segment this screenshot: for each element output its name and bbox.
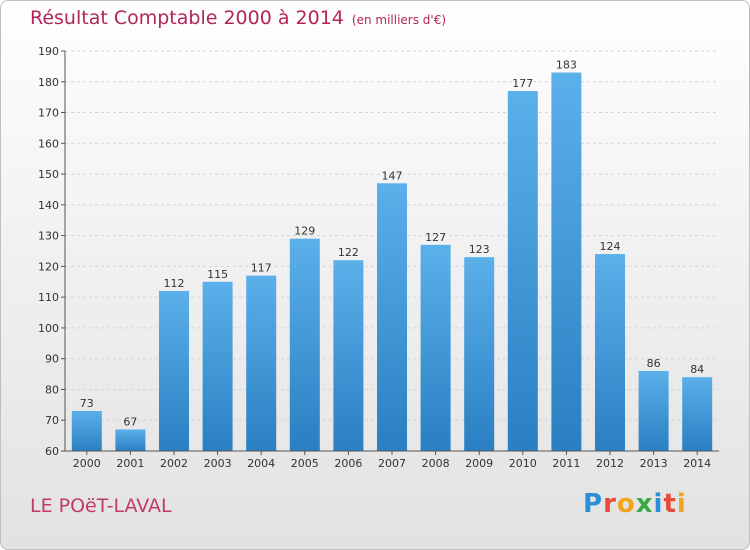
x-tick-label: 2008 xyxy=(422,457,450,470)
data-label: 115 xyxy=(207,268,228,281)
y-tick-label: 190 xyxy=(38,45,59,58)
y-tick-label: 150 xyxy=(38,168,59,181)
logo-letter: i xyxy=(653,489,664,519)
x-tick-label: 2013 xyxy=(640,457,668,470)
y-tick-label: 80 xyxy=(45,383,59,396)
bar xyxy=(638,371,669,451)
bar xyxy=(464,257,495,451)
bar xyxy=(420,244,451,451)
bar xyxy=(202,281,233,451)
y-tick-label: 130 xyxy=(38,230,59,243)
x-tick-label: 2006 xyxy=(334,457,362,470)
data-label: 183 xyxy=(556,59,577,72)
y-tick-label: 60 xyxy=(45,445,59,458)
bar xyxy=(289,238,320,451)
x-tick-label: 2005 xyxy=(291,457,319,470)
logo-letter: x xyxy=(635,489,654,519)
x-tick-label: 2012 xyxy=(596,457,624,470)
bar xyxy=(595,254,625,451)
proxiti-logo: Proxiti xyxy=(583,489,687,519)
x-tick-label: 2014 xyxy=(683,457,711,470)
x-tick-label: 2003 xyxy=(204,457,232,470)
bar xyxy=(682,377,713,451)
bar xyxy=(115,429,146,451)
data-label: 147 xyxy=(382,169,403,182)
bar xyxy=(159,291,189,451)
chart-unit: (en milliers d'€) xyxy=(351,13,447,27)
data-label: 177 xyxy=(512,77,533,90)
y-tick-label: 90 xyxy=(45,353,59,366)
x-tick-label: 2007 xyxy=(378,457,406,470)
logo-letter: t xyxy=(663,489,677,519)
y-tick-label: 110 xyxy=(38,291,59,304)
bar xyxy=(551,72,582,452)
x-tick-label: 2002 xyxy=(160,457,188,470)
y-tick-label: 170 xyxy=(38,107,59,120)
x-tick-label: 2001 xyxy=(116,457,144,470)
bar xyxy=(246,275,277,451)
data-label: 86 xyxy=(647,357,661,370)
data-label: 124 xyxy=(600,240,621,253)
y-tick-label: 160 xyxy=(38,137,59,150)
x-tick-label: 2004 xyxy=(247,457,275,470)
x-tick-label: 2010 xyxy=(509,457,537,470)
y-tick-label: 180 xyxy=(38,76,59,89)
x-tick-label: 2011 xyxy=(552,457,580,470)
y-tick-label: 70 xyxy=(45,414,59,427)
logo-letter: i xyxy=(676,489,687,519)
y-tick-label: 120 xyxy=(38,260,59,273)
chart-title-text: Résultat Comptable 2000 à 2014 xyxy=(30,7,344,29)
logo-letter: P xyxy=(583,489,604,519)
x-tick-label: 2000 xyxy=(73,457,101,470)
data-label: 123 xyxy=(469,243,490,256)
data-label: 127 xyxy=(425,231,446,244)
chart-title: Résultat Comptable 2000 à 2014 (en millie… xyxy=(30,7,446,29)
x-tick-label: 2009 xyxy=(465,457,493,470)
location-name: LE POëT-LAVAL xyxy=(30,495,172,517)
data-label: 67 xyxy=(123,415,137,428)
logo-letter: r xyxy=(603,489,617,519)
data-label: 117 xyxy=(251,262,272,275)
bar xyxy=(377,183,407,452)
data-label: 129 xyxy=(294,225,315,238)
bars: 73 67 112 115 117 129 122 147 127 123 177 183 124 86 8… xyxy=(71,59,713,452)
bar xyxy=(71,411,102,451)
data-label: 73 xyxy=(80,397,94,410)
data-label: 84 xyxy=(690,363,704,376)
axes: 60 70 80 90 100 110 120 130 140 150 160 170 180 190 20… xyxy=(38,45,719,470)
logo-letter: o xyxy=(616,489,636,519)
y-tick-label: 100 xyxy=(38,322,59,335)
data-label: 112 xyxy=(164,277,185,290)
bar xyxy=(333,260,364,451)
data-label: 122 xyxy=(338,246,359,259)
y-tick-label: 140 xyxy=(38,199,59,212)
bar xyxy=(507,91,538,451)
